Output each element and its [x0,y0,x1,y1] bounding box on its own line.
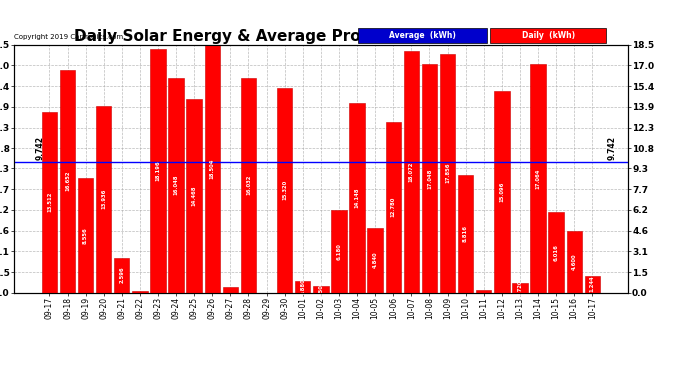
Bar [512,283,528,292]
Text: 16.048: 16.048 [174,175,179,195]
Bar [549,212,564,292]
Bar [150,49,166,292]
Text: 1.244: 1.244 [590,276,595,292]
Bar [566,231,582,292]
Text: 15.320: 15.320 [282,180,287,200]
Text: 0.880: 0.880 [300,278,305,295]
Text: 8.556: 8.556 [83,227,88,244]
Bar [186,99,202,292]
Bar [422,64,437,292]
Text: 14.148: 14.148 [355,188,359,208]
Bar [78,178,93,292]
Text: 13.512: 13.512 [47,192,52,212]
Text: 17.856: 17.856 [445,163,450,183]
Bar [357,28,486,42]
Bar [331,210,346,292]
Bar [440,54,455,292]
Text: 6.016: 6.016 [553,244,559,261]
Bar [349,103,365,292]
Text: 4.840: 4.840 [373,252,377,268]
Text: 13.936: 13.936 [101,189,106,210]
Bar [494,90,509,292]
Text: 2.596: 2.596 [119,267,124,284]
Bar [313,286,328,292]
Bar [60,70,75,292]
Bar [223,287,238,292]
Text: Copyright 2019 Cartronics.com: Copyright 2019 Cartronics.com [14,34,123,40]
Title: Daily Solar Energy & Average Production Fri Oct 18 18:09: Daily Solar Energy & Average Production … [75,29,567,44]
Bar [241,78,256,292]
Bar [368,228,383,292]
Text: 9.742: 9.742 [36,136,45,160]
Bar [168,78,184,292]
Bar [114,258,130,292]
Bar [404,51,419,292]
Text: 17.048: 17.048 [427,168,432,189]
Bar [458,174,473,292]
Bar [490,28,607,42]
Bar [277,87,293,292]
Text: 0.720: 0.720 [518,279,522,296]
Bar [96,106,111,292]
Bar [204,45,220,292]
Bar [584,276,600,292]
Text: 9.742: 9.742 [608,136,617,160]
Bar [531,64,546,292]
Text: 14.468: 14.468 [192,186,197,206]
Text: 18.504: 18.504 [210,159,215,179]
Bar [386,122,401,292]
Bar [132,291,148,292]
Text: 18.196: 18.196 [155,160,161,181]
Text: Average  (kWh): Average (kWh) [388,31,455,40]
Text: 6.180: 6.180 [337,243,342,260]
Text: 16.652: 16.652 [65,171,70,191]
Text: 17.064: 17.064 [535,168,540,189]
Text: 16.032: 16.032 [246,175,251,195]
Text: 4.600: 4.600 [572,254,577,270]
Text: Daily  (kWh): Daily (kWh) [522,31,575,40]
Text: 0.508: 0.508 [318,281,324,297]
Text: 15.096: 15.096 [500,182,504,202]
Bar [41,112,57,292]
Text: 8.816: 8.816 [463,225,468,242]
Bar [295,281,310,292]
Text: 12.780: 12.780 [391,197,396,217]
Bar [476,290,491,292]
Text: 18.072: 18.072 [409,161,414,182]
